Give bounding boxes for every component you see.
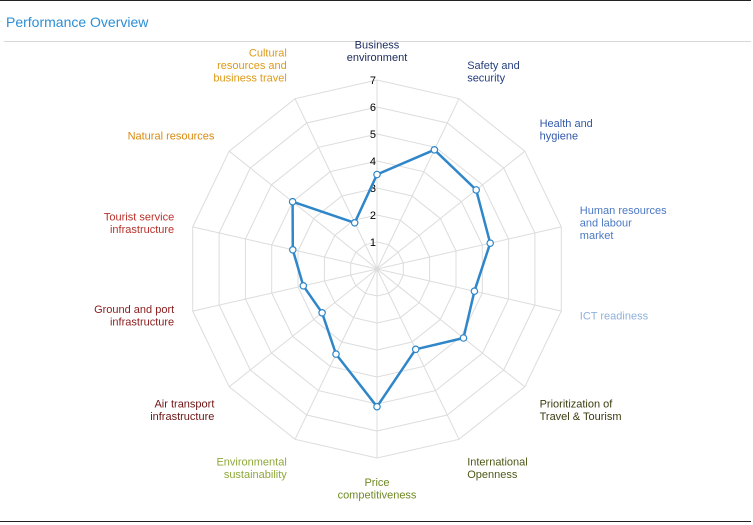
axis-label-6: International Openness	[467, 456, 528, 481]
axis-label-10: Ground and port infrastructure	[94, 304, 174, 329]
axis-label-line: Health and	[540, 118, 593, 130]
axis-label-4: ICT readiness	[580, 310, 649, 322]
axis-label-line: market	[580, 230, 614, 242]
axis-label-line: sustainability	[224, 469, 287, 481]
axis-label-line: Air transport	[154, 399, 214, 411]
title-divider	[4, 41, 751, 42]
spoke-1	[376, 98, 460, 270]
axis-label-line: Cultural	[249, 48, 287, 60]
data-point-7[interactable]	[373, 402, 381, 411]
axis-label-line: ICT readiness	[580, 310, 649, 322]
axis-label-9: Air transport infrastructure	[150, 399, 214, 424]
spoke-3	[376, 226, 562, 270]
data-point-10[interactable]	[299, 281, 308, 290]
spoke-9	[228, 268, 378, 388]
data-point-6[interactable]	[411, 345, 420, 354]
axis-label-line: Tourist service	[104, 212, 174, 224]
axis-label-line: Ground and port	[94, 304, 174, 316]
axis-label-line: Price	[364, 477, 389, 489]
tick-label-2: 2	[370, 210, 376, 222]
axis-label-line: Safety and	[467, 60, 520, 72]
tick-label-7: 7	[370, 75, 376, 87]
axis-label-line: Natural resources	[128, 130, 215, 142]
spoke-12	[228, 150, 378, 270]
tick-label-6: 6	[370, 102, 376, 114]
axis-label-1: Safety and security	[467, 60, 520, 85]
data-point-11[interactable]	[288, 246, 297, 254]
axis-label-line: resources and	[217, 60, 287, 72]
axis-label-line: hygiene	[540, 130, 579, 142]
axis-label-13: Cultural resources and business travel	[213, 48, 286, 85]
axis-label-line: Prioritization of	[540, 399, 614, 411]
axis-label-11: Tourist service infrastructure	[104, 212, 174, 237]
axis-label-line: Business	[355, 40, 400, 52]
axis-label-line: and labour	[580, 218, 632, 230]
data-point-9[interactable]	[318, 308, 326, 317]
spoke-11	[192, 226, 378, 270]
spoke-10	[192, 268, 378, 312]
series-line	[291, 148, 492, 408]
tick-label-5: 5	[370, 129, 376, 141]
data-point-5[interactable]	[459, 334, 468, 342]
axis-label-line: infrastructure	[110, 317, 174, 329]
axis-label-line: infrastructure	[150, 411, 214, 423]
axis-label-0: Business environment	[347, 40, 408, 65]
axis-label-line: Travel & Tourism	[540, 411, 622, 423]
data-point-0[interactable]	[373, 170, 381, 179]
data-point-13[interactable]	[350, 219, 359, 227]
tick-label-4: 4	[370, 156, 376, 168]
axis-label-line: security	[467, 73, 505, 85]
spoke-6	[376, 268, 460, 440]
axis-label-line: Environmental	[216, 456, 286, 468]
spoke-4	[376, 268, 562, 312]
axis-label-8: Environmental sustainability	[216, 456, 287, 481]
axis-label-line: environment	[347, 52, 408, 64]
data-point-4[interactable]	[470, 287, 479, 296]
axis-label-7: Price competitiveness	[338, 477, 417, 502]
data-point-12[interactable]	[288, 197, 297, 206]
data-point-2[interactable]	[472, 186, 481, 194]
data-point-1[interactable]	[430, 146, 439, 154]
axis-label-line: business travel	[213, 73, 286, 85]
spoke-13	[294, 98, 378, 270]
tick-label-3: 3	[370, 183, 376, 195]
data-point-8[interactable]	[332, 350, 340, 358]
spoke-5	[376, 268, 526, 388]
radar-series	[288, 146, 495, 411]
axis-label-2: Health and hygiene	[540, 118, 593, 143]
axis-label-5: Prioritization of Travel & Tourism	[540, 399, 622, 424]
axis-label-line: Human resources	[580, 205, 667, 217]
radar-axis-labels: Business environment Safety and security Hea…	[94, 40, 667, 502]
radar-ticks: 1 2 3 4 5 6 7	[370, 75, 376, 249]
axis-label-3: Human resources and labour market	[580, 205, 667, 242]
axis-label-12: Natural resources	[128, 130, 215, 142]
spoke-2	[376, 150, 526, 270]
axis-label-line: International	[467, 456, 528, 468]
axis-label-line: competitiveness	[338, 490, 417, 502]
data-point-3[interactable]	[486, 239, 495, 248]
axis-label-line: Openness	[467, 469, 518, 481]
axis-label-line: infrastructure	[110, 224, 174, 236]
panel-title: Performance Overview	[6, 14, 149, 30]
tick-label-1: 1	[370, 237, 376, 249]
